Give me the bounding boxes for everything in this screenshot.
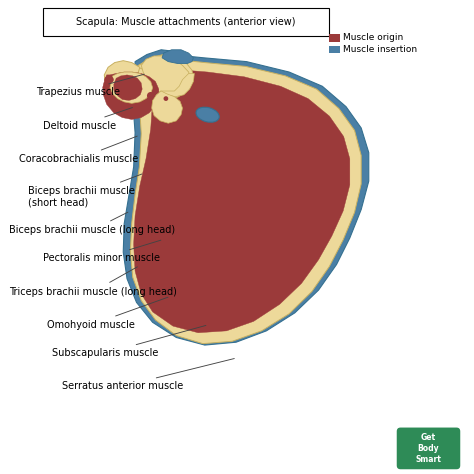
Text: Triceps brachii muscle (long head): Triceps brachii muscle (long head)	[9, 267, 177, 297]
Text: Serratus anterior muscle: Serratus anterior muscle	[62, 358, 234, 392]
Text: Biceps brachii muscle (long head): Biceps brachii muscle (long head)	[9, 212, 175, 235]
Polygon shape	[152, 91, 182, 123]
Ellipse shape	[104, 76, 114, 83]
Polygon shape	[114, 75, 142, 100]
Polygon shape	[160, 73, 194, 97]
Ellipse shape	[102, 85, 108, 91]
Circle shape	[147, 92, 155, 100]
Text: Muscle insertion: Muscle insertion	[343, 45, 417, 54]
Text: Get
Body
Smart: Get Body Smart	[416, 433, 441, 464]
FancyBboxPatch shape	[43, 8, 329, 36]
Polygon shape	[138, 56, 193, 99]
Polygon shape	[130, 54, 361, 344]
Polygon shape	[123, 50, 369, 345]
Text: Coracobrachialis muscle: Coracobrachialis muscle	[19, 136, 138, 164]
FancyBboxPatch shape	[397, 428, 460, 469]
Circle shape	[145, 102, 151, 108]
Polygon shape	[141, 56, 191, 94]
Polygon shape	[103, 72, 159, 119]
Text: Scapula: Muscle attachments (anterior view): Scapula: Muscle attachments (anterior vi…	[76, 17, 296, 27]
Text: Muscle origin: Muscle origin	[343, 34, 403, 42]
Text: Omohyoid muscle: Omohyoid muscle	[47, 297, 168, 330]
Polygon shape	[110, 72, 153, 103]
Ellipse shape	[196, 107, 219, 122]
Circle shape	[164, 96, 168, 101]
Text: Trapezius muscle: Trapezius muscle	[36, 74, 144, 98]
Bar	[329, 46, 340, 53]
Text: Pectoralis minor muscle: Pectoralis minor muscle	[43, 240, 161, 264]
Bar	[329, 34, 340, 42]
Text: Biceps brachii muscle
(short head): Biceps brachii muscle (short head)	[28, 174, 142, 208]
Polygon shape	[134, 70, 350, 333]
Polygon shape	[104, 61, 140, 91]
Text: Deltoid muscle: Deltoid muscle	[43, 108, 132, 131]
Polygon shape	[162, 50, 193, 64]
Text: Subscapularis muscle: Subscapularis muscle	[52, 326, 206, 358]
